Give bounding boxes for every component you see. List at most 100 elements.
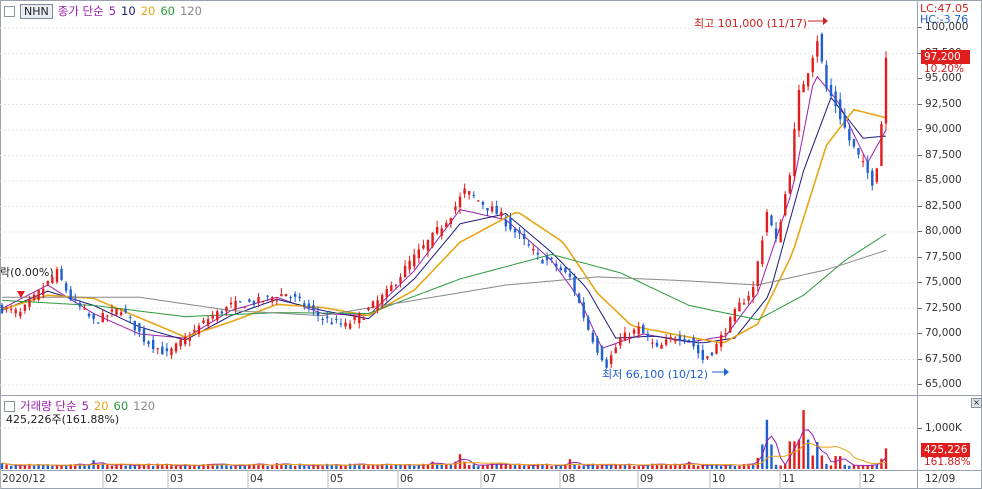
candle-body xyxy=(23,304,27,311)
candle-body xyxy=(42,288,45,296)
candle-body xyxy=(92,313,95,320)
volume-bar xyxy=(161,464,164,469)
volume-bar xyxy=(596,465,599,469)
volume-bar xyxy=(5,464,8,469)
volume-bar xyxy=(884,448,888,469)
candle-body xyxy=(380,295,384,305)
vol-legend-ma60[interactable]: 60 xyxy=(113,399,129,413)
price-legend: NHN 종가 단순 5 10 20 60 120 xyxy=(4,3,202,19)
candle-body xyxy=(312,305,315,310)
volume-bar xyxy=(371,465,375,469)
candle-body xyxy=(834,91,837,107)
candle-body xyxy=(5,307,8,309)
legend-ma10[interactable]: 10 xyxy=(121,4,136,18)
candle-body xyxy=(243,307,246,309)
vol-legend-ma120[interactable]: 120 xyxy=(133,399,156,413)
candle-body xyxy=(60,268,63,280)
price-panel-toggle[interactable] xyxy=(4,5,15,17)
candle-body xyxy=(326,316,329,319)
volume-bar xyxy=(843,464,846,469)
candle-body xyxy=(545,256,549,261)
candle-body xyxy=(683,338,686,342)
volume-bar xyxy=(321,465,324,469)
volume-bar xyxy=(390,465,393,469)
volume-bar xyxy=(0,463,4,469)
candle-body xyxy=(724,333,727,335)
candle-body xyxy=(816,41,819,57)
volume-bar xyxy=(151,466,155,469)
volume-bar xyxy=(367,465,370,469)
vol-legend-ma5[interactable]: 5 xyxy=(81,399,89,413)
volume-bar xyxy=(261,464,265,469)
volume-bar xyxy=(747,463,750,469)
candle-body xyxy=(871,170,874,186)
candle-body xyxy=(133,320,137,331)
volume-bar xyxy=(472,464,475,469)
legend-ma20[interactable]: 20 xyxy=(140,4,156,18)
x-axis-label: 11 xyxy=(782,473,796,485)
candle-body xyxy=(573,276,576,293)
candle-body xyxy=(307,303,311,308)
volume-bar xyxy=(724,464,727,469)
volume-bar xyxy=(765,419,769,469)
candle-body xyxy=(596,337,599,353)
candle-body xyxy=(165,348,169,352)
volume-bar xyxy=(238,464,242,469)
volume-bar xyxy=(174,466,178,469)
volume-bar xyxy=(293,465,297,469)
candle-body xyxy=(674,338,677,342)
candle-body xyxy=(390,285,393,292)
candle-body xyxy=(156,348,159,350)
volume-bar xyxy=(19,465,22,469)
volume-bar xyxy=(692,465,695,469)
candle-body xyxy=(733,308,737,322)
volume-bar xyxy=(74,464,77,469)
candle-body xyxy=(490,206,494,212)
volume-panel-toggle[interactable] xyxy=(4,400,15,412)
volume-bar xyxy=(784,464,787,469)
volume-bar xyxy=(376,465,379,469)
volume-bar xyxy=(110,465,114,469)
symbol-tag[interactable]: NHN xyxy=(20,3,53,19)
volume-bar xyxy=(504,464,508,469)
volume-bar xyxy=(335,464,338,469)
candle-body xyxy=(605,359,608,368)
candle-body xyxy=(266,295,269,297)
candle-body xyxy=(559,267,562,271)
panel-close-icon[interactable]: × xyxy=(971,398,982,408)
candle-body xyxy=(362,317,366,320)
x-axis-label: 04 xyxy=(250,473,264,485)
volume-bar xyxy=(838,456,842,469)
candle-body xyxy=(642,325,645,334)
volume-bar xyxy=(761,444,764,469)
volume-bar xyxy=(642,465,645,469)
volume-bar xyxy=(669,465,672,469)
current-volume-box: 425,226 xyxy=(921,443,970,457)
candle-body xyxy=(64,283,68,291)
volume-bar xyxy=(788,441,792,469)
volume-bar xyxy=(646,464,650,469)
volume-bar xyxy=(495,464,498,469)
legend-ma5[interactable]: 5 xyxy=(108,4,117,18)
volume-bar xyxy=(64,465,68,469)
candle-body xyxy=(481,201,485,205)
price-axis-tick: 87,500 xyxy=(918,148,962,161)
candle-body xyxy=(518,230,521,234)
price-axis-tick: 92,500 xyxy=(918,97,962,110)
candle-body xyxy=(284,293,288,297)
volume-bar xyxy=(243,466,246,469)
volume-bar xyxy=(83,465,86,469)
volume-bar xyxy=(555,465,558,469)
legend-ma60[interactable]: 60 xyxy=(160,4,175,18)
price-gridlines xyxy=(0,27,917,386)
volume-bar xyxy=(431,461,434,469)
volume-bar xyxy=(316,465,320,469)
volume-bar xyxy=(545,464,549,469)
legend-ma120[interactable]: 120 xyxy=(179,4,202,18)
vol-legend-ma20[interactable]: 20 xyxy=(93,399,109,413)
volume-bar xyxy=(866,465,869,469)
volume-bar xyxy=(399,464,402,469)
candle-body xyxy=(646,333,650,338)
volume-bar xyxy=(216,463,219,469)
lc-value: LC:47.05 xyxy=(920,2,970,15)
